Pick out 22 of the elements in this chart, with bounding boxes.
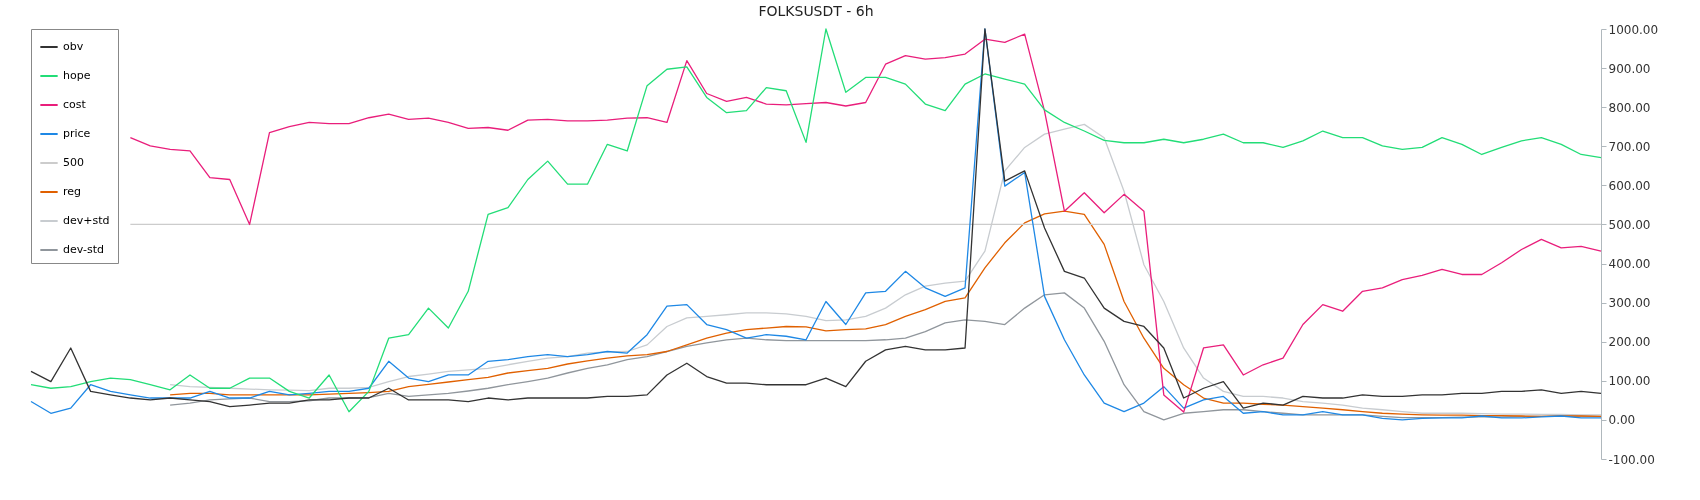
line-series [169,210,1602,418]
legend-label: reg [63,185,82,198]
y-tick-label: 1000.00 [1608,22,1659,37]
y-tick-label: 700.00 [1608,139,1651,154]
legend-label: hope [63,69,91,82]
legend-label: 500 [63,156,84,169]
legend-label: dev-std [63,243,104,256]
y-tick-label: 400.00 [1608,257,1651,272]
y-tick-label: -100.00 [1608,452,1655,467]
chart-title: FOLKSUSDT - 6h [758,3,874,19]
y-tick-label: 100.00 [1608,374,1651,389]
y-tick-label: 500.00 [1608,217,1651,232]
legend-label: cost [63,98,87,111]
y-tick-label: 300.00 [1608,296,1651,311]
legend-label: price [63,127,91,140]
y-tick-label: 0.00 [1608,413,1636,428]
y-tick-label: 600.00 [1608,178,1651,193]
y-tick-label: 800.00 [1608,100,1651,115]
legend-label: dev+std [63,214,110,227]
y-tick-label: 200.00 [1608,335,1651,350]
legend-label: obv [63,40,84,53]
y-tick-label: 900.00 [1608,61,1651,76]
